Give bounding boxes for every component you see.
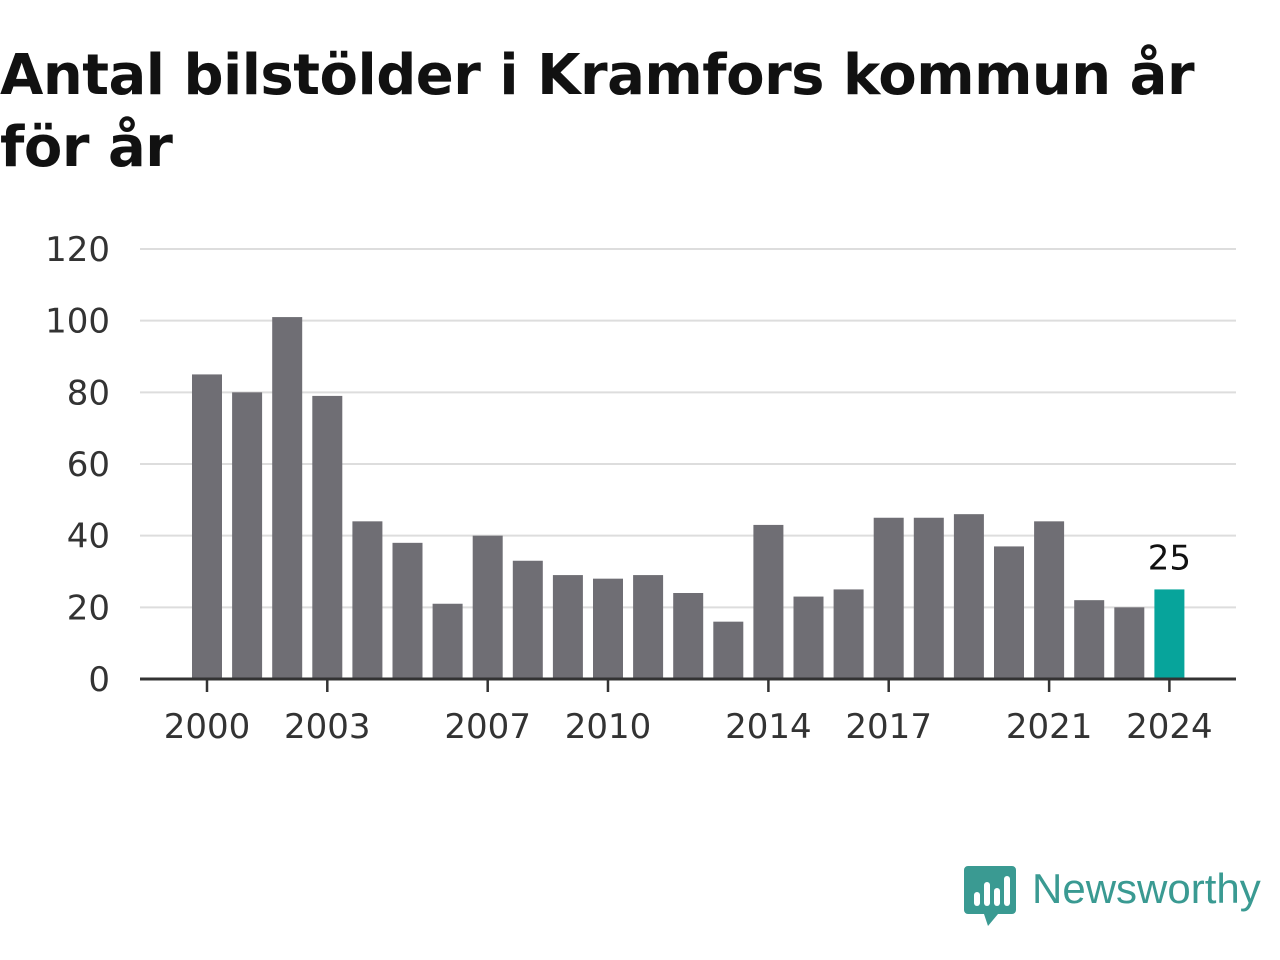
bar-2007 — [472, 535, 503, 679]
logo-text: Newsworthy — [1032, 865, 1261, 912]
y-tick-label-40: 40 — [67, 517, 110, 557]
bar-2010 — [593, 578, 623, 679]
x-tick-label-2017: 2017 — [845, 707, 932, 747]
x-tick-label-2003: 2003 — [284, 707, 371, 747]
bar-2023 — [1114, 607, 1145, 679]
bar-2002 — [272, 317, 303, 679]
bar-2021 — [1034, 521, 1065, 679]
bar-2016 — [833, 589, 864, 679]
bar-2001 — [232, 392, 263, 679]
x-tick-label-2024: 2024 — [1126, 707, 1213, 747]
x-axis-labels: 2000 2003 2007 2010 2014 2017 2021 2024 — [164, 707, 1213, 747]
bar-2000 — [192, 374, 222, 679]
bar-2024 — [1154, 589, 1185, 679]
y-axis-labels: 0 20 40 60 80 100 120 — [45, 230, 110, 700]
x-tick-label-2014: 2014 — [725, 707, 812, 747]
bars — [192, 317, 1185, 679]
y-tick-label-120: 120 — [45, 230, 110, 270]
x-tick-label-2000: 2000 — [164, 707, 251, 747]
y-tick-label-100: 100 — [45, 302, 110, 342]
bar-chart-speech-bubble-icon — [964, 866, 1016, 926]
bar-2018 — [913, 517, 944, 679]
bar-2005 — [392, 542, 423, 679]
bar-2006 — [432, 603, 463, 679]
bar-2011 — [633, 575, 664, 679]
data-labels: 25 — [1148, 538, 1191, 578]
bar-2019 — [953, 514, 984, 679]
bar-2017 — [873, 517, 904, 679]
bar-2004 — [352, 521, 383, 679]
y-tick-label-20: 20 — [67, 588, 110, 628]
bar-2022 — [1074, 600, 1105, 679]
bar-2015 — [793, 596, 824, 679]
x-tick-label-2021: 2021 — [1006, 707, 1093, 747]
y-tick-label-0: 0 — [88, 660, 110, 700]
bar-2003 — [312, 395, 343, 679]
data-label-2024: 25 — [1148, 538, 1191, 578]
chart-title: Antal bilstölder i Kramfors kommun år fö… — [0, 43, 1195, 180]
bar-2014 — [753, 524, 784, 679]
newsworthy-logo: Newsworthy — [964, 866, 1261, 928]
y-tick-label-80: 80 — [67, 373, 110, 413]
y-tick-label-60: 60 — [67, 445, 110, 485]
bar-2012 — [673, 593, 704, 679]
x-tick-label-2007: 2007 — [444, 707, 531, 747]
x-tick-label-2010: 2010 — [565, 707, 652, 747]
bar-2008 — [512, 560, 543, 679]
x-axis-ticks — [205, 679, 1171, 692]
bar-2009 — [552, 575, 583, 679]
bar-2020 — [994, 546, 1024, 679]
bar-2013 — [713, 621, 744, 679]
gridlines — [140, 248, 1236, 609]
